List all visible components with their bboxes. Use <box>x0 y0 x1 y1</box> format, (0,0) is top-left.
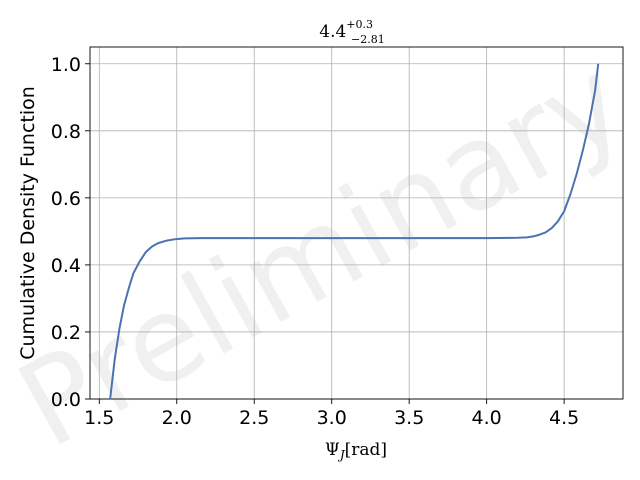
x-axis-ticks: 1.5 2.0 2.5 3.0 3.5 4.0 4.5 <box>84 399 579 429</box>
x-tick-label: 1.5 <box>84 407 114 429</box>
x-tick-label: 4.0 <box>472 407 502 429</box>
y-axis-label: Cumulative Density Function <box>17 86 39 360</box>
chart-title: 4.4+0.3 −2.81 <box>319 18 384 46</box>
y-tick-label: 0.4 <box>51 255 81 277</box>
y-tick-label: 0.0 <box>51 389 81 411</box>
plot-area-frame <box>89 46 624 400</box>
title-lower-error: −2.81 <box>351 33 385 46</box>
x-axis-label: ΨJ[rad] <box>325 440 387 462</box>
y-tick-label: 0.6 <box>51 188 81 210</box>
x-tick-label: 3.0 <box>317 407 347 429</box>
x-tick-label: 2.0 <box>162 407 192 429</box>
y-axis-ticks: 0.0 0.2 0.4 0.6 0.8 1.0 <box>51 54 90 411</box>
x-axis-label-symbol: Ψ <box>325 440 340 460</box>
x-axis-label-unit: [rad] <box>345 440 387 460</box>
cdf-series-line <box>109 63 600 400</box>
y-tick-label: 0.8 <box>51 121 81 143</box>
x-tick-label: 2.5 <box>239 407 269 429</box>
x-axis-label-subscript: J <box>337 448 346 462</box>
y-tick-label: 0.2 <box>51 322 81 344</box>
y-tick-label: 1.0 <box>51 54 81 76</box>
title-upper-error: +0.3 <box>346 18 373 31</box>
x-tick-label: 3.5 <box>394 407 424 429</box>
title-value: 4.4 <box>319 22 346 42</box>
x-tick-label: 4.5 <box>549 407 579 429</box>
